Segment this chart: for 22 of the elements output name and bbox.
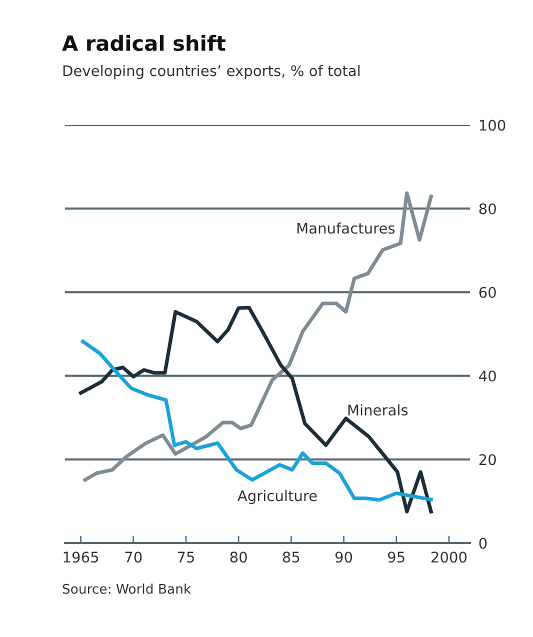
x-tick-label: 95 [388, 552, 404, 563]
chart-subtitle: Developing countries’ exports, % of total [63, 64, 360, 80]
line-series [83, 191, 433, 482]
line-series [78, 306, 433, 514]
series-label: Agriculture [238, 490, 317, 504]
y-tick-label: 40 [479, 370, 496, 382]
y-tick-label: 0 [479, 538, 487, 549]
y-tick-label: 60 [479, 286, 496, 298]
y-tick-label: 20 [479, 454, 496, 466]
chart-title: A radical shift [62, 34, 226, 52]
x-tick-label: 75 [178, 552, 194, 563]
x-tick-label: 1965 [64, 552, 98, 563]
x-tick-label: 80 [230, 552, 247, 563]
source-note: Source: World Bank [62, 584, 192, 594]
x-tick-label: 70 [125, 552, 142, 563]
x-tick-label: 85 [282, 552, 300, 563]
series-label: Manufactures [297, 222, 395, 234]
x-tick-label: 90 [335, 552, 352, 563]
y-tick-label: 100 [480, 120, 506, 131]
x-tick-label: 2000 [431, 552, 467, 563]
series-label: Minerals [348, 404, 408, 416]
y-tick-label: 80 [479, 203, 496, 214]
